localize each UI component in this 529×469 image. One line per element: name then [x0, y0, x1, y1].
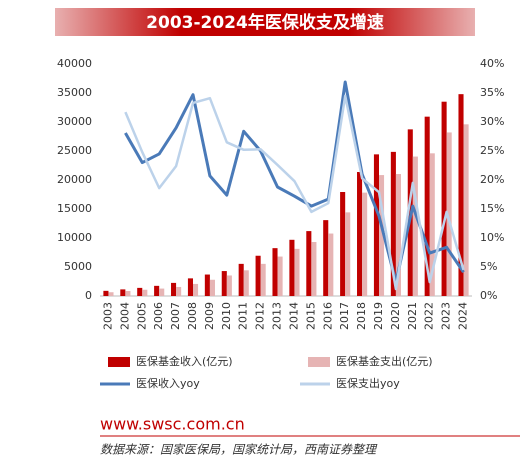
bar	[209, 279, 215, 296]
x-tick-label: 2008	[186, 302, 199, 330]
bar	[395, 174, 401, 296]
bar	[306, 231, 312, 296]
x-tick-label: 2006	[152, 302, 165, 330]
line	[124, 80, 465, 284]
title-banner	[55, 8, 475, 36]
bar	[255, 255, 261, 296]
y-tick-label: 20000	[57, 173, 92, 186]
bar	[458, 94, 464, 296]
bar	[272, 248, 278, 296]
chart-title: 2003-2024年医保收支及增速	[146, 12, 384, 33]
bar	[103, 290, 109, 296]
y2-tick-label: 20%	[480, 173, 504, 186]
legend-label: 医保收入yoy	[136, 376, 200, 390]
x-tick-label: 2023	[440, 302, 453, 330]
source: 数据来源：国家医保局，国家统计局，西南证券整理	[100, 443, 378, 457]
x-tick-label: 2007	[169, 302, 182, 330]
y2-tick-label: 30%	[480, 115, 504, 128]
x-tick-label: 2012	[254, 302, 267, 330]
y2-tick-label: 5%	[480, 260, 497, 273]
bar	[221, 271, 227, 296]
x-tick-label: 2005	[135, 302, 148, 330]
x-tick-label: 2014	[287, 302, 300, 330]
y-tick-label: 10000	[57, 231, 92, 244]
bar	[345, 212, 351, 296]
legend-label: 医保基金收入(亿元)	[136, 354, 233, 368]
y2-tick-label: 35%	[480, 86, 504, 99]
website: www.swsc.com.cn	[100, 415, 245, 434]
bar	[176, 286, 182, 296]
x-tick-label: 2010	[220, 302, 233, 330]
bar	[159, 288, 165, 296]
y-tick-label: 0	[85, 289, 92, 302]
bar	[441, 101, 447, 296]
x-tick-label: 2015	[304, 302, 317, 330]
bar	[357, 171, 363, 296]
bar	[311, 242, 317, 296]
y2-tick-label: 10%	[480, 231, 504, 244]
bar	[125, 291, 131, 296]
x-tick-label: 2011	[237, 302, 250, 330]
bar	[429, 153, 435, 296]
y2-tick-label: 40%	[480, 57, 504, 70]
bar	[171, 282, 177, 296]
bar	[120, 289, 126, 296]
y2-tick-label: 25%	[480, 144, 504, 157]
bar	[373, 154, 379, 296]
bar	[204, 274, 210, 296]
bar	[226, 275, 232, 296]
legend-label: 医保支出yoy	[336, 376, 400, 390]
bar	[294, 248, 300, 296]
bar	[260, 263, 266, 296]
x-tick-label: 2013	[271, 302, 284, 330]
legend-swatch	[308, 357, 330, 367]
bar	[108, 292, 114, 296]
y-tick-label: 30000	[57, 115, 92, 128]
y-tick-label: 35000	[57, 86, 92, 99]
x-tick-label: 2020	[389, 302, 402, 330]
legend-label: 医保基金支出(亿元)	[336, 354, 433, 368]
bar	[340, 192, 346, 296]
bar	[379, 175, 385, 296]
y-tick-label: 5000	[64, 260, 92, 273]
y2-tick-label: 15%	[480, 202, 504, 215]
x-tick-label: 2024	[457, 302, 470, 330]
bar	[328, 233, 334, 296]
x-tick-label: 2009	[203, 302, 216, 330]
line	[124, 94, 465, 291]
x-tick-label: 2003	[101, 302, 114, 330]
bar	[463, 124, 469, 296]
x-tick-label: 2022	[423, 302, 436, 330]
bar	[390, 151, 396, 296]
bar	[424, 116, 430, 296]
x-tick-label: 2019	[372, 302, 385, 330]
y-tick-label: 40000	[57, 57, 92, 70]
y-tick-label: 25000	[57, 144, 92, 157]
x-tick-label: 2021	[406, 302, 419, 330]
bar	[154, 285, 160, 296]
bar	[323, 220, 329, 296]
bar	[187, 278, 193, 296]
bar	[277, 256, 283, 296]
bar	[193, 283, 199, 296]
bar	[137, 287, 143, 296]
bar	[362, 192, 368, 296]
legend-swatch	[108, 357, 130, 367]
x-tick-label: 2017	[338, 302, 351, 330]
bar	[446, 132, 452, 296]
bar	[289, 239, 295, 296]
bar	[412, 156, 418, 296]
x-tick-label: 2018	[355, 302, 368, 330]
x-tick-label: 2016	[321, 302, 334, 330]
bar	[243, 270, 249, 296]
bar	[238, 263, 244, 296]
bar	[142, 289, 148, 296]
y-tick-label: 15000	[57, 202, 92, 215]
y2-tick-label: 0%	[480, 289, 497, 302]
x-tick-label: 2004	[118, 302, 131, 330]
